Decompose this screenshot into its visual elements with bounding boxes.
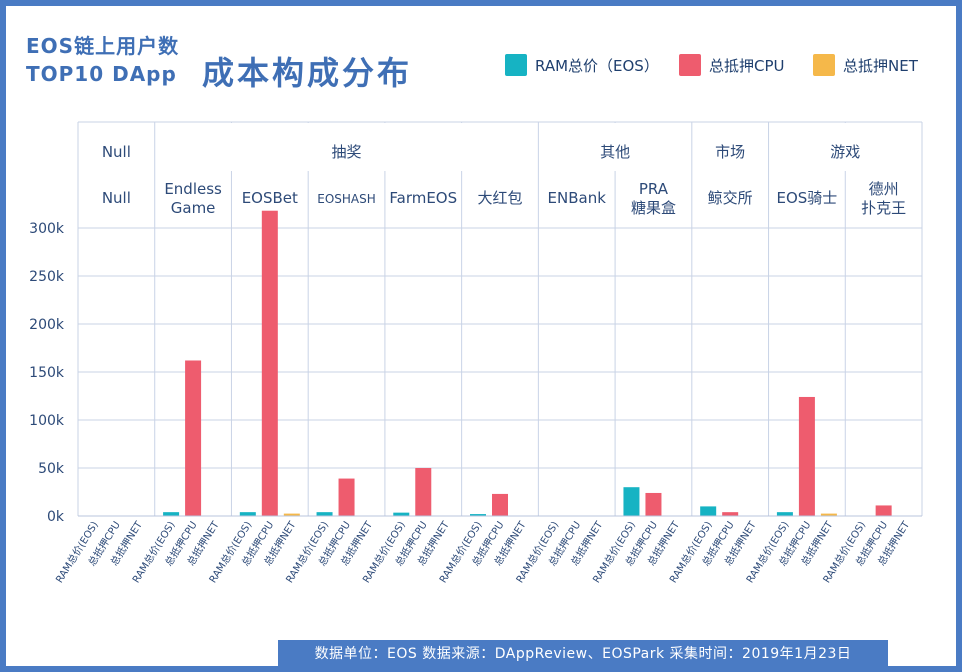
group-label: 抽奖 <box>332 143 362 161</box>
bar-cpu <box>415 468 432 516</box>
y-tick-label: 200k <box>29 317 65 333</box>
legend-item-cpu: 总抵押CPU <box>679 54 785 76</box>
bar-ram <box>623 487 640 516</box>
bar-ram <box>393 512 410 516</box>
y-tick-label: 0k <box>47 509 65 525</box>
bar-cpu <box>492 493 508 516</box>
category-label: EOSHASH <box>317 192 376 206</box>
bar-ram <box>776 512 793 516</box>
category-label: Null <box>102 189 131 207</box>
chart-title-line2: TOP10 DApp <box>26 62 177 86</box>
category-label: ENBank <box>548 189 607 207</box>
bar-cpu <box>875 505 892 516</box>
group-label: Null <box>102 143 131 161</box>
legend-label-cpu: 总抵押CPU <box>709 56 785 75</box>
legend-label-net: 总抵押NET <box>843 56 918 75</box>
group-header-bg <box>769 123 921 171</box>
group-label: 其他 <box>600 143 630 161</box>
legend-swatch-net <box>813 54 835 76</box>
category-label: 鲸交所 <box>708 189 753 207</box>
y-tick-label: 100k <box>29 413 65 429</box>
bar-net <box>283 513 300 516</box>
category-label: EOSBet <box>242 189 298 207</box>
group-label: 市场 <box>715 143 745 161</box>
category-label: FarmEOS <box>389 189 457 207</box>
footer-source-note: 数据单位：EOS 数据来源：DAppReview、EOSPark 采集时间：20… <box>278 640 888 666</box>
bar-net <box>820 513 837 516</box>
category-label: 德州扑克王 <box>861 180 906 217</box>
legend-label-ram: RAM总价（EOS） <box>535 56 659 75</box>
bar-cpu <box>798 396 815 516</box>
legend-swatch-cpu <box>679 54 701 76</box>
bar-cpu <box>185 360 202 516</box>
y-tick-label: 300k <box>29 221 65 237</box>
chart-title-line1: EOS链上用户数 <box>26 34 180 58</box>
group-label: 游戏 <box>830 143 860 161</box>
bar-ram <box>163 512 180 516</box>
category-label: 大红包 <box>477 189 522 207</box>
category-label: PRA 糖果盒 <box>631 180 676 217</box>
bar-cpu <box>722 512 739 516</box>
legend-item-net: 总抵押NET <box>813 54 918 76</box>
bar-ram <box>700 506 717 516</box>
legend-swatch-ram <box>505 54 527 76</box>
bar-ram <box>239 512 256 516</box>
y-tick-label: 50k <box>38 461 65 477</box>
y-tick-label: 150k <box>29 365 65 381</box>
legend-item-ram: RAM总价（EOS） <box>505 54 659 76</box>
chart-title-main: 成本构成分布 <box>202 54 413 92</box>
bar-cpu <box>261 210 278 516</box>
category-label: Endless Game <box>164 180 222 217</box>
bar-ram <box>470 514 486 516</box>
y-tick-label: 250k <box>29 269 65 285</box>
category-label: EOS骑士 <box>777 189 838 207</box>
group-header-bg <box>539 123 691 171</box>
chart-frame <box>6 6 956 666</box>
bar-cpu <box>645 492 662 516</box>
bar-ram <box>316 512 333 516</box>
group-header-bg <box>155 123 538 171</box>
bar-cpu <box>338 478 355 516</box>
